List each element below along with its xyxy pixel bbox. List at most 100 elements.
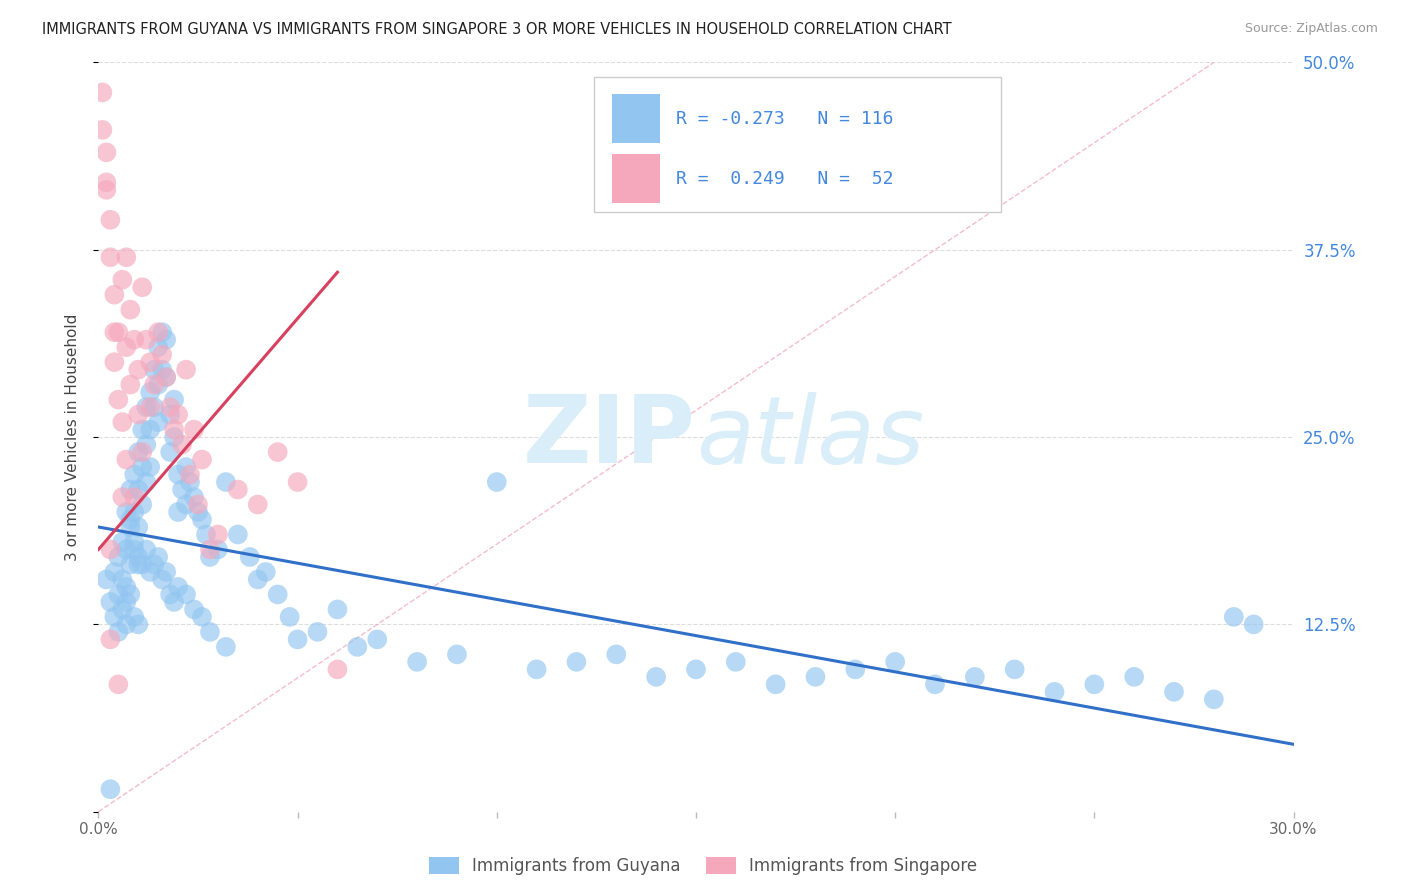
Point (155, 333, 177, 347)
Point (120, 377, 142, 392)
Point (131, 280, 153, 294)
Point (96, 145, 118, 160)
Point (148, 325, 170, 339)
Text: ZIP: ZIP (523, 391, 696, 483)
Point (124, 333, 146, 347)
Point (96, 175, 118, 189)
Point (191, 452, 214, 467)
Point (207, 542, 229, 557)
Point (148, 377, 170, 392)
Point (485, 475, 508, 489)
Point (159, 400, 181, 414)
Point (135, 333, 157, 347)
Point (167, 467, 190, 482)
Point (143, 377, 166, 392)
Text: Source: ZipAtlas.com: Source: ZipAtlas.com (1244, 22, 1378, 36)
Point (150, 573, 173, 587)
Point (124, 535, 146, 549)
Point (139, 565, 162, 579)
Point (1202, 692, 1225, 706)
Point (446, 648, 468, 662)
Text: IMMIGRANTS FROM GUYANA VS IMMIGRANTS FROM SINGAPORE 3 OR MORE VEHICLES IN HOUSEH: IMMIGRANTS FROM GUYANA VS IMMIGRANTS FRO… (42, 22, 952, 37)
Point (198, 549, 221, 564)
Point (139, 460, 162, 475)
Point (174, 587, 197, 601)
Point (135, 542, 157, 557)
Point (183, 423, 205, 437)
Point (187, 505, 209, 519)
Point (120, 587, 142, 601)
Point (406, 655, 429, 669)
Point (215, 475, 238, 489)
Point (287, 475, 309, 489)
Point (127, 549, 149, 564)
Point (131, 558, 153, 572)
Point (179, 475, 201, 489)
FancyBboxPatch shape (595, 78, 1001, 212)
Point (131, 423, 153, 437)
Point (124, 505, 146, 519)
Point (163, 392, 186, 407)
Point (111, 490, 134, 504)
Point (326, 662, 349, 676)
Point (163, 595, 186, 609)
Point (91, 86, 114, 100)
Point (804, 670, 827, 684)
Point (139, 385, 162, 400)
Point (163, 423, 186, 437)
Point (326, 602, 349, 616)
Point (174, 498, 197, 512)
Point (124, 610, 146, 624)
Point (120, 520, 142, 534)
Point (307, 624, 329, 639)
Point (174, 460, 197, 475)
Point (1123, 670, 1146, 684)
Point (1223, 610, 1246, 624)
Point (115, 595, 138, 609)
Point (155, 370, 177, 384)
Point (96, 183, 118, 197)
Point (98, 250, 122, 264)
Point (98, 595, 122, 609)
Point (98, 212, 122, 227)
Point (167, 505, 190, 519)
Point (198, 624, 221, 639)
Point (103, 287, 125, 301)
Point (155, 370, 177, 384)
Point (924, 677, 946, 691)
Point (107, 677, 129, 691)
Point (135, 400, 157, 414)
Y-axis label: 3 or more Vehicles in Household: 3 or more Vehicles in Household (65, 313, 80, 561)
Point (246, 573, 269, 587)
Point (115, 542, 138, 557)
Point (187, 498, 209, 512)
Point (346, 640, 368, 654)
Point (115, 617, 138, 632)
Point (115, 340, 138, 354)
Point (131, 445, 153, 459)
Point (267, 587, 290, 601)
Point (148, 549, 170, 564)
Point (183, 602, 205, 616)
Point (103, 610, 125, 624)
Point (135, 475, 157, 489)
Point (127, 617, 149, 632)
Point (1163, 685, 1185, 699)
Point (127, 520, 149, 534)
FancyBboxPatch shape (613, 154, 661, 202)
Point (1004, 662, 1026, 676)
Point (155, 565, 177, 579)
Point (103, 565, 125, 579)
Point (98, 632, 122, 647)
Point (215, 640, 238, 654)
Point (135, 437, 157, 451)
Point (159, 445, 181, 459)
Point (1243, 617, 1265, 632)
Point (127, 483, 149, 497)
Point (111, 273, 134, 287)
Point (124, 467, 146, 482)
Point (91, 123, 114, 137)
Text: R =  0.249   N =  52: R = 0.249 N = 52 (676, 169, 893, 187)
Point (246, 498, 269, 512)
Point (287, 632, 309, 647)
